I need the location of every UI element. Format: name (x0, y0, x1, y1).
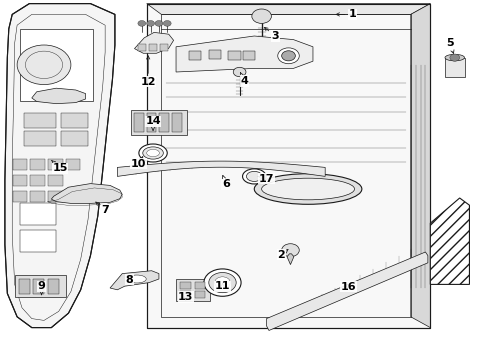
Bar (138, 44, 146, 51)
Text: 1: 1 (335, 9, 355, 19)
Bar (13, 175, 27, 186)
Bar (134, 113, 143, 132)
Circle shape (155, 21, 163, 26)
Bar (160, 44, 167, 51)
Bar (444, 58, 464, 77)
Ellipse shape (146, 149, 159, 157)
Text: 14: 14 (145, 116, 161, 130)
Polygon shape (5, 4, 115, 328)
Circle shape (281, 51, 295, 61)
Bar (176, 279, 210, 301)
Bar (24, 131, 56, 146)
Bar (194, 282, 205, 289)
Text: 17: 17 (258, 174, 274, 184)
Bar (180, 291, 190, 298)
Text: 12: 12 (140, 56, 156, 87)
Circle shape (17, 45, 71, 85)
Circle shape (251, 9, 271, 23)
Bar (20, 230, 56, 252)
Bar (30, 159, 45, 170)
Bar (130, 110, 186, 135)
Circle shape (214, 277, 230, 288)
Text: 4: 4 (240, 73, 248, 86)
Text: 3: 3 (264, 27, 279, 41)
Polygon shape (20, 29, 93, 101)
Bar (180, 282, 190, 289)
Bar (33, 279, 44, 294)
Circle shape (203, 269, 241, 296)
Text: 11: 11 (214, 281, 230, 291)
Bar (159, 113, 169, 132)
Polygon shape (110, 271, 159, 290)
Polygon shape (410, 4, 429, 328)
Bar (172, 113, 182, 132)
Ellipse shape (444, 54, 464, 61)
Circle shape (163, 21, 171, 26)
Text: 2: 2 (277, 249, 287, 260)
Circle shape (277, 48, 299, 64)
Bar (48, 175, 62, 186)
Polygon shape (51, 184, 122, 203)
Circle shape (208, 273, 236, 293)
Bar (19, 279, 30, 294)
Polygon shape (286, 254, 293, 265)
Polygon shape (176, 36, 312, 72)
Ellipse shape (246, 171, 262, 181)
Bar (48, 279, 59, 294)
Ellipse shape (142, 147, 163, 159)
Circle shape (233, 67, 245, 77)
Text: 8: 8 (125, 275, 133, 285)
Text: 5: 5 (445, 38, 453, 53)
Circle shape (146, 21, 154, 26)
Bar (65, 159, 80, 170)
Polygon shape (117, 161, 325, 176)
Polygon shape (429, 198, 468, 284)
Bar (149, 44, 157, 51)
Text: 9: 9 (38, 281, 45, 295)
Circle shape (281, 244, 299, 257)
Polygon shape (134, 32, 173, 53)
Bar (228, 51, 240, 60)
Text: 6: 6 (222, 175, 229, 189)
Bar (194, 291, 205, 298)
Polygon shape (266, 252, 427, 330)
Bar (48, 191, 62, 202)
Bar (61, 113, 88, 128)
Circle shape (449, 54, 459, 61)
Bar (13, 159, 27, 170)
Bar (243, 51, 255, 60)
Polygon shape (32, 88, 85, 104)
Text: 15: 15 (52, 161, 68, 173)
Circle shape (138, 21, 145, 26)
Bar (13, 191, 27, 202)
Bar (30, 175, 45, 186)
Bar (61, 131, 88, 146)
Bar (208, 50, 221, 59)
Bar (189, 51, 201, 60)
Ellipse shape (242, 169, 265, 184)
Text: 7: 7 (96, 202, 109, 215)
Ellipse shape (139, 144, 167, 162)
Ellipse shape (261, 178, 354, 200)
Bar (15, 275, 66, 297)
Bar (24, 113, 56, 128)
Text: 16: 16 (340, 282, 356, 292)
Ellipse shape (127, 275, 146, 283)
Polygon shape (146, 4, 429, 328)
Ellipse shape (254, 174, 361, 204)
Bar (20, 203, 56, 225)
Polygon shape (146, 4, 429, 14)
Text: 13: 13 (178, 292, 193, 302)
Bar (48, 159, 62, 170)
Bar (30, 191, 45, 202)
Text: 10: 10 (130, 157, 146, 169)
Bar (146, 113, 156, 132)
